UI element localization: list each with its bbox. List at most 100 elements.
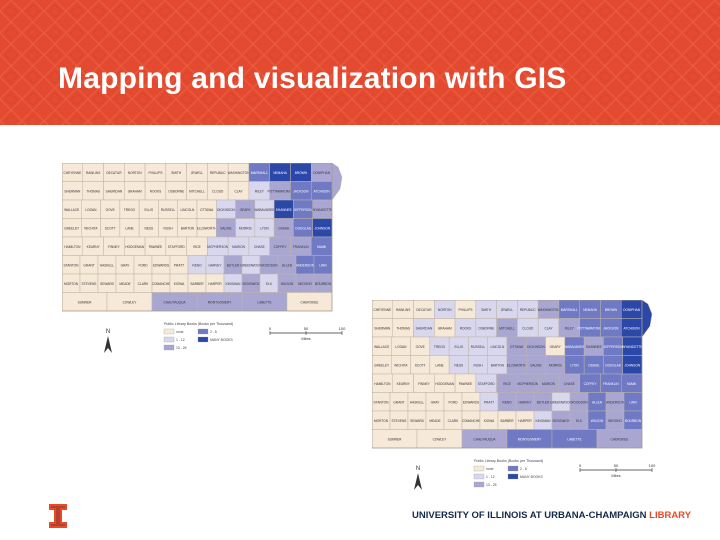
county-label: MIAMI: [317, 245, 326, 249]
county-label: MEADE: [429, 419, 440, 423]
county-label: DONIPHAN: [623, 308, 641, 312]
county-label: SHAWNEE: [586, 345, 602, 349]
county-label: WASHINGTON: [538, 308, 560, 312]
county-label: NEMAHA: [583, 308, 598, 312]
county-label: DICKINSON: [527, 345, 545, 349]
county-label: CHEYENNE: [64, 171, 82, 175]
north-arrow-icon: [414, 473, 422, 490]
county-label: WABAUNSEE: [254, 208, 274, 212]
county-label: MORRIS: [239, 226, 252, 230]
county-label: MCPHERSON: [207, 245, 228, 249]
county-label: THOMAS: [86, 189, 100, 193]
north-arrow-label: N: [106, 329, 110, 335]
county-label: LOGAN: [395, 345, 407, 349]
county-label: ROOKS: [460, 326, 472, 330]
legend-swatch: [197, 336, 209, 343]
county-label: BARBER: [500, 419, 514, 423]
county-label: HASKELL: [410, 400, 425, 404]
county-label: WICHITA: [394, 363, 408, 367]
county-label: FINNEY: [108, 245, 121, 249]
county-label: GRAHAM: [438, 326, 452, 330]
county-label: WALLACE: [64, 208, 79, 212]
county-label: STAFFORD: [478, 382, 496, 386]
county-label: SHERIDAN: [416, 326, 433, 330]
footer-library: LIBRARY: [649, 510, 692, 521]
legend-swatch: [473, 481, 485, 488]
county-label: RUSSELL: [471, 345, 486, 349]
county-label: WOODSON: [570, 400, 588, 404]
legend-label: 1 - 12: [486, 475, 495, 479]
county-label: OSBORNE: [478, 326, 494, 330]
county-label: TREGO: [124, 208, 136, 212]
legend-label: MANY BOOKS: [210, 338, 233, 342]
county-label: MONTGOMERY: [518, 437, 542, 441]
county-label: CLAY: [544, 326, 553, 330]
county-label: SHERMAN: [374, 326, 391, 330]
scalebar-tick-label: 0: [269, 326, 272, 331]
county-label: ALLEN: [282, 263, 293, 267]
county-label: CHEYENNE: [374, 308, 392, 312]
county-label: CHAUTAUQUA: [473, 437, 496, 441]
county-label: GRANT: [393, 400, 404, 404]
legend-swatch: [163, 336, 175, 343]
county-label: BOURBON: [625, 419, 642, 423]
state-outline: [372, 300, 643, 449]
county-label: SHERIDAN: [106, 189, 123, 193]
legend-label: 1 - 12: [176, 338, 185, 342]
county-label: KEARNY: [397, 382, 411, 386]
county-label: NORTON: [128, 171, 142, 175]
county-label: RILEY: [255, 189, 265, 193]
county-label: HARVEY: [208, 263, 222, 267]
county-label: NEMAHA: [273, 171, 288, 175]
county-label: WALLACE: [374, 345, 389, 349]
county-label: BUTLER: [227, 263, 240, 267]
county-label: MORTON: [64, 282, 79, 286]
county-label: SHERMAN: [64, 189, 81, 193]
county-label: GEARY: [550, 345, 562, 349]
county-label: ANDERSON: [296, 263, 315, 267]
county-label: MIAMI: [627, 382, 636, 386]
county-label: WICHITA: [84, 226, 98, 230]
county-label: ELLSWORTH: [507, 363, 527, 367]
state-outline: [62, 163, 333, 312]
county-label: PHILLIPS: [458, 308, 472, 312]
county-label: SEWARD: [100, 282, 115, 286]
county-label: FORD: [138, 263, 148, 267]
county-label: KEARNY: [87, 245, 101, 249]
county-label: GRAY: [121, 263, 131, 267]
county-label: GRANT: [83, 263, 94, 267]
county-label: OSAGE: [588, 363, 599, 367]
county-label: WASHINGTON: [228, 171, 250, 175]
county-label: SUMNER: [388, 437, 403, 441]
state-ne-corner: [641, 300, 653, 338]
county-label: LANE: [435, 363, 443, 367]
county-label: JACKSON: [293, 189, 309, 193]
county-label: BROWN: [605, 308, 618, 312]
footer-library-name: UNIVERSITY OF ILLINOIS AT URBANA-CHAMPAI…: [412, 510, 691, 521]
legend-swatch: [507, 465, 519, 472]
county-label: OSBORNE: [168, 189, 184, 193]
county-label: NORTON: [438, 308, 452, 312]
county-label: CHASE: [254, 245, 265, 249]
county-label: FINNEY: [418, 382, 431, 386]
county-label: SCOTT: [105, 226, 116, 230]
county-label: SEWARD: [410, 419, 425, 423]
county-label: CLARK: [448, 419, 460, 423]
county-label: LOGAN: [85, 208, 97, 212]
legend-label: 13 - 25: [486, 483, 497, 487]
county-label: KINGMAN: [536, 419, 552, 423]
county-label: SALINE: [220, 226, 231, 230]
county-label: GEARY: [240, 208, 252, 212]
county-label: LABETTE: [567, 437, 581, 441]
county-label: GRAY: [431, 400, 441, 404]
choropleth-map-1: CHEYENNE RAWLINS DECATUR NORTON PHILLIPS SMIT…: [62, 163, 346, 353]
county-label: HAMILTON: [64, 245, 81, 249]
county-label: RAWLINS: [396, 308, 410, 312]
legend-label: MANY BOOKS: [520, 475, 543, 479]
county-label: JACKSON: [603, 326, 619, 330]
county-label: JEFFERSON: [604, 345, 624, 349]
county-label: RUSH: [474, 363, 484, 367]
county-label: PRATT: [484, 400, 494, 404]
county-label: NESS: [144, 226, 153, 230]
county-label: MEADE: [119, 282, 130, 286]
